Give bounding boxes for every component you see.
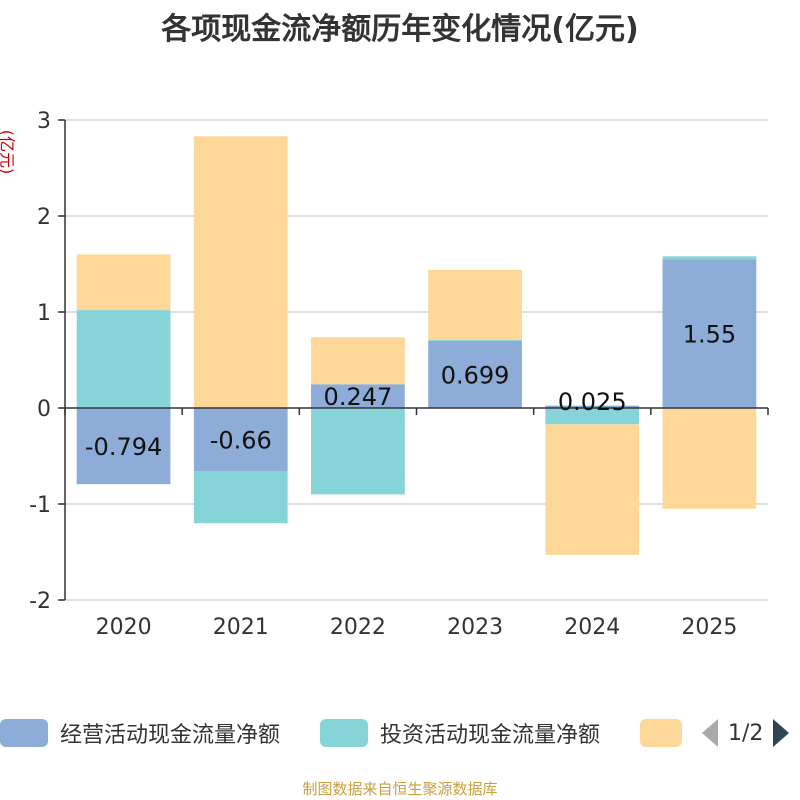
bar-financing-2024 bbox=[545, 424, 640, 555]
y-tick-label: -1 bbox=[29, 493, 51, 518]
labels: 3 2 1 0 -1 -2 -0.794 2020 -0.66 2021 0.247 2022 0.69… bbox=[29, 109, 737, 640]
x-tick-label: 2022 bbox=[330, 615, 386, 640]
chart-area: 3 2 1 0 -1 -2 -0.794 2020 -0.66 2021 0.247 2022 0.69… bbox=[29, 109, 769, 640]
x-tick-label: 2024 bbox=[564, 615, 620, 640]
legend-item-investing[interactable]: 投资活动现金流量净额 bbox=[320, 716, 600, 750]
data-label-2022: 0.247 bbox=[324, 383, 393, 411]
data-label-2025: 1.55 bbox=[683, 321, 736, 349]
legend-pager: 1/2 bbox=[702, 716, 790, 750]
y-tick-label: 2 bbox=[37, 205, 51, 230]
bar-operating-2021 bbox=[193, 408, 288, 472]
grid-lines bbox=[65, 119, 768, 601]
legend-label-investing: 投资活动现金流量净额 bbox=[380, 723, 601, 748]
y-tick-label: 3 bbox=[37, 109, 51, 134]
data-label-2023: 0.699 bbox=[441, 361, 510, 389]
x-tick-label: 2020 bbox=[96, 615, 152, 640]
pager-next-icon[interactable] bbox=[773, 719, 790, 747]
data-label-2021: -0.66 bbox=[210, 427, 272, 455]
bar-financing-2020 bbox=[76, 254, 171, 311]
x-tick-label: 2023 bbox=[447, 615, 503, 640]
legend-label-operating: 经营活动现金流量净额 bbox=[60, 723, 281, 748]
bar-financing-2022 bbox=[311, 337, 405, 385]
bar-operating-2020 bbox=[76, 408, 171, 485]
y-tick-label: 1 bbox=[37, 301, 51, 326]
bar-financing-2023 bbox=[428, 269, 522, 340]
bar-operating-2022 bbox=[311, 384, 405, 408]
data-label-2024: 0.025 bbox=[558, 388, 627, 416]
pager-prev-icon[interactable] bbox=[702, 719, 718, 747]
bars bbox=[76, 136, 757, 555]
axes bbox=[58, 119, 769, 601]
y-tick-label: -2 bbox=[29, 589, 51, 614]
legend-swatch-investing bbox=[320, 719, 368, 747]
legend-swatch-financing bbox=[640, 719, 682, 747]
x-tick-label: 2025 bbox=[681, 615, 737, 640]
bar-investing-2020 bbox=[76, 310, 171, 408]
y-tick-label: 0 bbox=[37, 397, 51, 422]
chart-title: 各项现金流净额历年变化情况(亿元) bbox=[161, 12, 639, 47]
bar-operating-2023 bbox=[428, 340, 522, 408]
legend-item-financing[interactable] bbox=[640, 716, 682, 750]
bar-investing-2024 bbox=[545, 408, 640, 425]
x-tick-label: 2021 bbox=[213, 615, 269, 640]
legend-swatch-operating bbox=[0, 719, 48, 747]
data-label-2020: -0.794 bbox=[85, 433, 162, 461]
pager-text: 1/2 bbox=[728, 720, 764, 746]
legend: 经营活动现金流量净额 投资活动现金流量净额 bbox=[0, 716, 800, 756]
bar-investing-2021 bbox=[193, 471, 288, 524]
bar-financing-2021 bbox=[193, 136, 288, 408]
bar-investing-2022 bbox=[311, 408, 405, 495]
bar-operating-2024 bbox=[545, 405, 640, 408]
legend-item-operating[interactable]: 经营活动现金流量净额 bbox=[0, 716, 280, 750]
data-source: 制图数据来自恒生聚源数据库 bbox=[302, 780, 498, 798]
bar-operating-2025 bbox=[662, 259, 757, 408]
bar-investing-2025 bbox=[662, 256, 757, 260]
bar-financing-2025 bbox=[662, 408, 757, 509]
bar-investing-2023 bbox=[428, 339, 522, 341]
